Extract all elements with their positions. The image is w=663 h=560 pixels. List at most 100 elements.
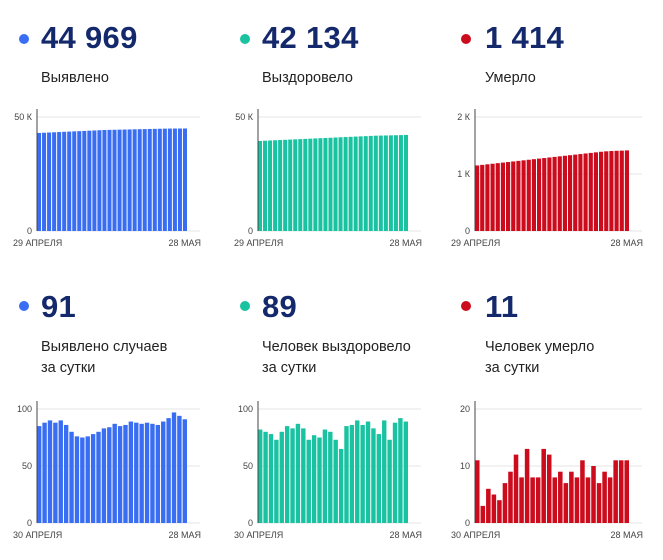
bar [486, 488, 491, 523]
bar [497, 500, 502, 523]
bar [317, 437, 322, 523]
x-tick-label-start: 30 АПРЕЛЯ [13, 530, 62, 540]
bar [558, 471, 563, 523]
chart-daily-confirmed: 0 50 100 30 АПРЕЛЯ 28 МАЯ [13, 401, 201, 540]
panel-daily-deaths: 11 Человек умерло за сутки 0 10 20 30 АПРЕЛ… [442, 285, 663, 560]
total-confirmed: 44 969 [41, 20, 138, 55]
bar [348, 136, 353, 231]
bar [152, 128, 157, 231]
bar [580, 460, 585, 523]
label-daily-deaths: Человек умерло за сутки [485, 337, 594, 379]
x-tick-label-start: 30 АПРЕЛЯ [451, 530, 500, 540]
bar [139, 423, 144, 523]
x-tick-label-end: 28 МАЯ [168, 530, 201, 540]
bar [387, 439, 392, 523]
chart-confirmed: 0 50 К 29 АПРЕЛЯ 28 МАЯ [13, 109, 201, 248]
bar [585, 477, 591, 523]
bar [96, 431, 101, 523]
bar [378, 135, 383, 231]
panel-deaths: 1 414 Умерло 0 1 К 2 К 29 АПРЕЛЯ 28 МАЯ [442, 0, 663, 280]
bar [475, 165, 480, 231]
bar [355, 420, 360, 523]
bar [97, 130, 102, 231]
bar [102, 130, 107, 231]
bar [604, 151, 609, 231]
bar [323, 137, 328, 231]
bar [80, 437, 85, 523]
bar [288, 139, 293, 231]
series-dot [240, 301, 250, 311]
bar [508, 471, 513, 523]
bar [132, 129, 137, 231]
bar [403, 421, 408, 523]
bar [526, 159, 531, 231]
bar [263, 140, 268, 231]
label-line: за сутки [485, 360, 540, 376]
bar [112, 129, 117, 231]
y-tick-label: 0 [248, 518, 253, 528]
bar [279, 431, 284, 523]
series-dot [461, 34, 471, 44]
bar [301, 428, 306, 523]
bar [365, 421, 371, 523]
label-line: Выявлено [41, 70, 109, 86]
bar [485, 164, 490, 231]
bar [92, 130, 97, 231]
bar [360, 424, 365, 523]
bar [318, 138, 323, 231]
bar [398, 418, 403, 523]
bar [283, 139, 288, 231]
bar [358, 136, 363, 231]
y-tick-label: 50 К [14, 112, 33, 122]
label-line: Человек умерло [485, 339, 595, 355]
chart-deaths: 0 1 К 2 К 29 АПРЕЛЯ 28 МАЯ [451, 109, 643, 248]
bar [398, 135, 403, 231]
bar [263, 431, 268, 523]
bar [557, 156, 562, 231]
bar [502, 483, 508, 523]
bar [69, 431, 74, 523]
bar [349, 424, 355, 523]
bar [306, 439, 311, 523]
bar [535, 477, 541, 523]
y-tick-label: 0 [465, 226, 470, 236]
bar [311, 435, 317, 523]
bar [480, 505, 486, 523]
total-recovered: 42 134 [262, 20, 359, 55]
bar [373, 135, 378, 231]
label-line: Выявлено случаев [41, 339, 168, 355]
bar [338, 137, 343, 231]
bar [574, 477, 580, 523]
bar [353, 136, 358, 231]
bar [182, 128, 187, 231]
bar [290, 428, 295, 523]
bar [569, 471, 574, 523]
bar [546, 454, 552, 523]
bar [475, 460, 480, 523]
bar [85, 436, 90, 523]
x-tick-label-start: 29 АПРЕЛЯ [234, 238, 283, 248]
bar [343, 137, 348, 231]
bar [63, 424, 69, 523]
bar [47, 132, 52, 231]
label-line: Умерло [485, 70, 536, 86]
bar [495, 163, 500, 231]
bar [383, 135, 388, 231]
x-tick-label-start: 29 АПРЕЛЯ [13, 238, 62, 248]
bar [303, 138, 308, 231]
bar [157, 128, 162, 231]
series-dot [19, 34, 29, 44]
y-tick-label: 50 [243, 461, 253, 471]
bar [57, 132, 62, 231]
series-dot [461, 301, 471, 311]
x-tick-label-end: 28 МАЯ [389, 238, 422, 248]
x-tick-label-end: 28 МАЯ [610, 530, 643, 540]
bar [37, 426, 42, 523]
bar [542, 158, 547, 231]
bar [593, 152, 598, 231]
bar [624, 150, 629, 231]
bar [117, 129, 122, 231]
x-tick-label-end: 28 МАЯ [168, 238, 201, 248]
daily-confirmed: 91 [41, 289, 77, 324]
bar [368, 135, 373, 231]
